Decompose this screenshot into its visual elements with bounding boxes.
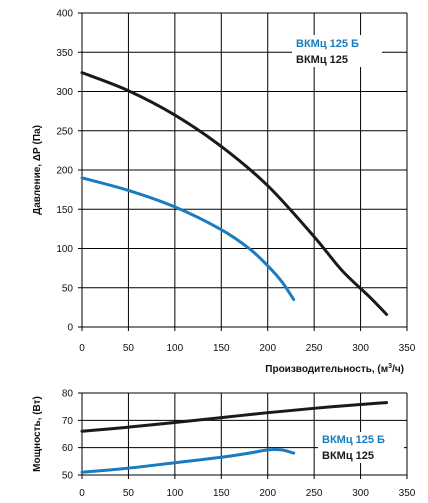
x-tick-label: 50 (123, 343, 135, 354)
power-chart: 0 50 100 150 200 250 300 350 50 60 70 80 ВКМц 125 Б… (32, 389, 416, 500)
x-tick-label: 200 (259, 343, 276, 354)
y-tick-label: 100 (56, 244, 73, 255)
pressure-legend-vkmc125: ВКМц 125 (296, 54, 348, 66)
y-tick-label: 0 (67, 323, 73, 334)
pressure-ticks: 0 50 100 150 200 250 300 350 0 50 100 150 200 250 300 3… (56, 9, 415, 355)
pressure-legend-box (292, 35, 382, 67)
x-tick-label: 0 (79, 343, 85, 354)
power-legend-vkmc125b: ВКМц 125 Б (322, 434, 385, 446)
pressure-y-axis-title: Давление, ΔР (Па) (32, 125, 43, 215)
x-tick-label: 100 (167, 488, 184, 499)
power-legend-box (318, 432, 404, 463)
power-lines (80, 401, 389, 474)
series-line-0 (80, 176, 296, 302)
y-tick-label: 50 (62, 283, 74, 294)
y-tick-label: 150 (56, 205, 73, 216)
y-tick-label: 250 (56, 126, 73, 137)
x-tick-label: 50 (123, 488, 135, 499)
y-tick-label: 70 (62, 416, 74, 427)
y-tick-label: 60 (62, 443, 74, 454)
pressure-lines (80, 71, 389, 316)
x-tick-label: 250 (306, 488, 323, 499)
x-tick-label: 0 (79, 488, 85, 499)
y-tick-label: 350 (56, 48, 73, 59)
y-tick-label: 400 (56, 9, 73, 20)
x-tick-label: 250 (306, 343, 323, 354)
y-tick-label: 80 (62, 389, 74, 400)
y-tick-label: 50 (62, 471, 74, 482)
y-tick-label: 200 (56, 166, 73, 177)
series-line-0 (80, 447, 296, 474)
pressure-chart: 0 50 100 150 200 250 300 350 0 50 100 150 200 250 300 3… (32, 9, 416, 376)
x-tick-label: 200 (259, 488, 276, 499)
power-grid (78, 392, 408, 479)
y-tick-label: 300 (56, 87, 73, 98)
series-line-1 (80, 71, 389, 316)
x-tick-label: 350 (399, 488, 416, 499)
x-tick-label: 150 (213, 343, 230, 354)
power-legend-vkmc125: ВКМц 125 (322, 450, 374, 462)
power-y-axis-title: Мощность, (Вт) (32, 396, 43, 472)
series-line-1 (80, 401, 389, 433)
power-ticks: 0 50 100 150 200 250 300 350 50 60 70 80 (62, 389, 416, 500)
x-tick-label: 350 (399, 343, 416, 354)
pressure-legend-vkmc125b: ВКМц 125 Б (296, 38, 359, 50)
x-tick-label: 150 (213, 488, 230, 499)
pressure-x-axis-title: Производительность, (м3/ч) (265, 363, 404, 375)
x-tick-label: 300 (352, 343, 369, 354)
x-tick-label: 100 (167, 343, 184, 354)
x-tick-label: 300 (352, 488, 369, 499)
